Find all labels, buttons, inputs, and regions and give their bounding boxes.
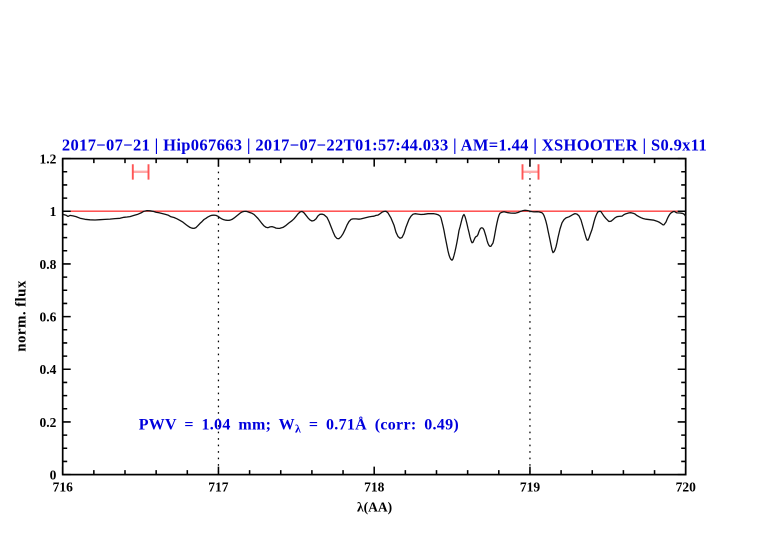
svg-text:0.4: 0.4 bbox=[40, 362, 57, 377]
svg-text:717: 717 bbox=[208, 479, 229, 494]
svg-text:0.8: 0.8 bbox=[40, 257, 57, 272]
svg-text:0: 0 bbox=[50, 468, 57, 483]
svg-text:720: 720 bbox=[676, 479, 697, 494]
svg-text:norm. flux: norm. flux bbox=[14, 280, 30, 352]
svg-text:PWV = 1.04 mm; Wλ = 0.71Å (cor: PWV = 1.04 mm; Wλ = 0.71Å (corr: 0.49) bbox=[139, 415, 459, 435]
svg-text:2017−07−21 | Hip067663 | 2017−: 2017−07−21 | Hip067663 | 2017−07−22T01:5… bbox=[62, 136, 707, 155]
svg-text:718: 718 bbox=[364, 479, 385, 494]
svg-text:λ(AA): λ(AA) bbox=[357, 499, 392, 514]
svg-text:0.6: 0.6 bbox=[40, 310, 57, 325]
svg-text:1.2: 1.2 bbox=[40, 152, 57, 167]
svg-text:1: 1 bbox=[50, 204, 57, 219]
svg-text:719: 719 bbox=[520, 479, 541, 494]
svg-text:716: 716 bbox=[53, 479, 74, 494]
svg-text:0.2: 0.2 bbox=[40, 415, 57, 430]
